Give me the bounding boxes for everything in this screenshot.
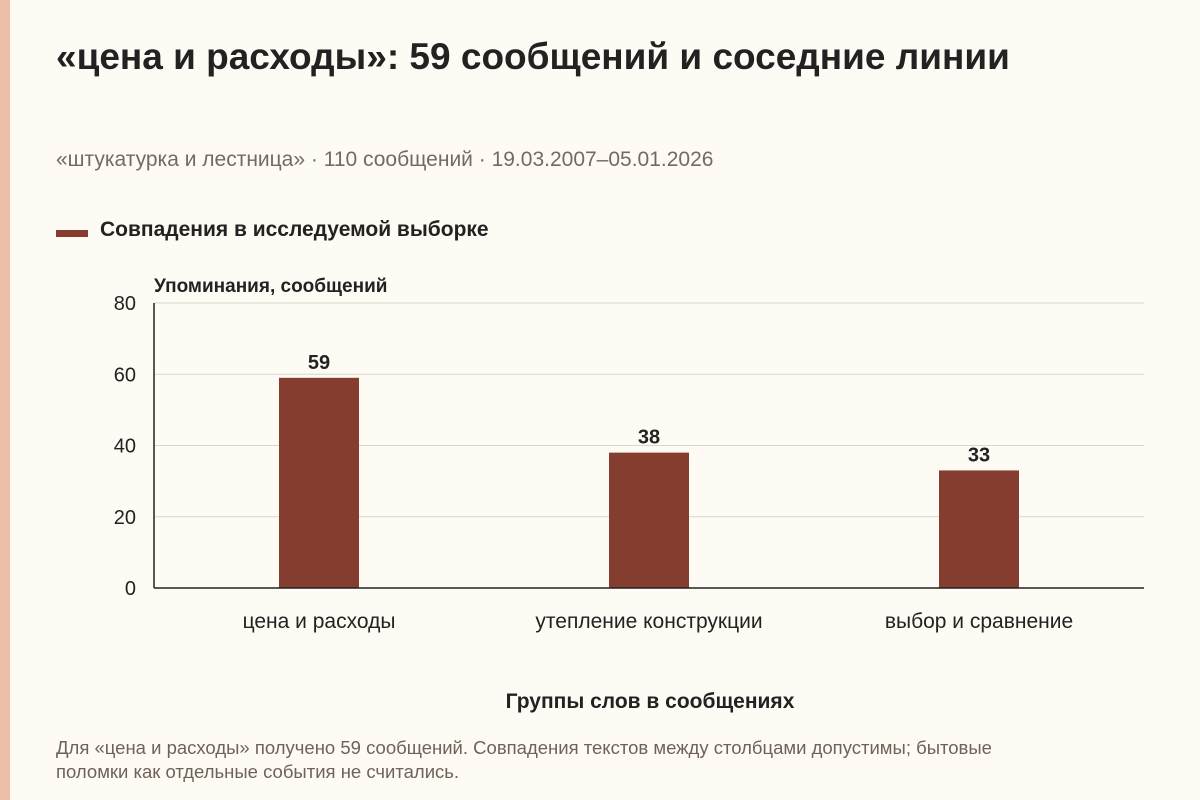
x-axis-title: Группы слов в сообщениях bbox=[506, 690, 795, 713]
accent-strip bbox=[0, 0, 10, 800]
x-tick-label-2: утепление конструкции bbox=[535, 610, 762, 633]
value-label-2: 38 bbox=[638, 427, 660, 449]
x-tick-label-1: цена и расходы bbox=[243, 610, 396, 633]
footnote: Для «цена и расходы» получено 59 сообщен… bbox=[56, 737, 992, 782]
y-tick-label-40: 40 bbox=[114, 436, 136, 458]
bars bbox=[279, 377, 1019, 588]
bar-2 bbox=[609, 452, 689, 588]
value-labels: 59 38 33 bbox=[308, 352, 990, 467]
y-tick-label-0: 0 bbox=[125, 578, 136, 600]
y-tick-label-60: 60 bbox=[114, 364, 136, 386]
y-tick-labels: 0 20 40 60 80 bbox=[114, 293, 136, 600]
value-label-3: 33 bbox=[968, 444, 990, 466]
legend: Совпадения в исследуемой выборке bbox=[56, 218, 489, 242]
x-tick-labels: цена и расходы утепление конструкции выбор… bbox=[243, 610, 1074, 633]
value-label-1: 59 bbox=[308, 352, 330, 374]
chart-subtitle: «штукатурка и лестница» · 110 сообщений … bbox=[56, 148, 714, 171]
y-axis-title: Упоминания, сообщений bbox=[154, 276, 387, 297]
legend-label: Совпадения в исследуемой выборке bbox=[100, 218, 489, 241]
bar-1 bbox=[279, 377, 359, 588]
chart-title: «цена и расходы»: 59 сообщений и соседни… bbox=[56, 36, 1010, 77]
y-tick-label-80: 80 bbox=[114, 293, 136, 315]
x-tick-label-3: выбор и сравнение bbox=[885, 610, 1073, 633]
y-tick-label-20: 20 bbox=[114, 507, 136, 529]
legend-swatch bbox=[56, 229, 88, 237]
bar-3 bbox=[939, 470, 1019, 588]
